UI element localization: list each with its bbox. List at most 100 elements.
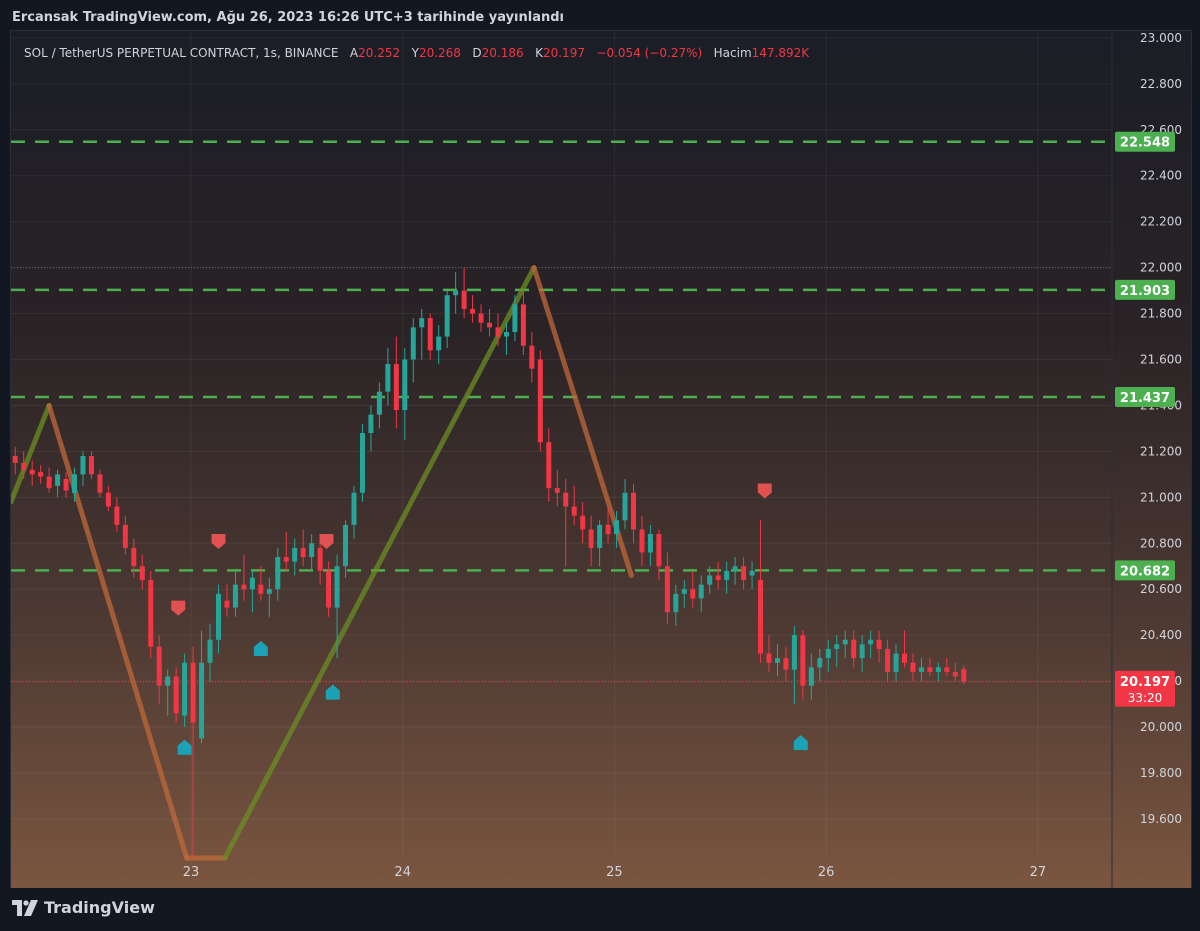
- price-tick-label: 20.800: [1140, 536, 1182, 550]
- candle: [774, 644, 780, 677]
- candle-body: [156, 646, 162, 686]
- candle-body: [461, 290, 467, 309]
- candle: [749, 561, 755, 590]
- candle-body: [639, 529, 645, 553]
- candle-body: [546, 442, 552, 489]
- candle: [72, 467, 78, 502]
- buy-signal-marker: [793, 735, 808, 751]
- candle: [758, 520, 764, 663]
- candle: [800, 630, 806, 700]
- candle-body: [503, 331, 509, 337]
- high-label: Y: [411, 46, 419, 60]
- candle-body: [300, 547, 306, 558]
- candle: [698, 575, 704, 613]
- header-bar: Ercansak TradingView.com, Ağu 26, 2023 1…: [0, 0, 1200, 34]
- candle-body: [647, 534, 653, 553]
- candle: [834, 635, 840, 668]
- candle-body: [554, 488, 560, 493]
- candle-body: [961, 669, 967, 682]
- candle-body: [478, 313, 484, 323]
- sell-signal-marker: [171, 600, 186, 616]
- candle-body: [927, 667, 933, 672]
- candle-body: [529, 345, 535, 369]
- brand-name: TradingView: [44, 898, 155, 917]
- candle: [249, 570, 255, 613]
- candle-body: [681, 589, 687, 594]
- candle: [97, 469, 103, 498]
- candle-body: [673, 593, 679, 613]
- candle: [478, 304, 484, 332]
- candle: [461, 267, 467, 319]
- candle-body: [359, 433, 365, 493]
- candle: [199, 630, 205, 744]
- price-tick-label: 21.800: [1140, 307, 1182, 321]
- candle-body: [808, 667, 814, 686]
- candle-body: [571, 506, 577, 516]
- candle: [385, 348, 391, 406]
- price-tick-label: 21.600: [1140, 353, 1182, 367]
- candle: [842, 630, 848, 659]
- candle-body: [690, 589, 696, 599]
- candle-body: [385, 364, 391, 392]
- candle: [825, 639, 831, 672]
- candle: [173, 667, 179, 723]
- candle: [664, 552, 670, 624]
- price-tick-label: 20.000: [1140, 720, 1182, 734]
- price-tick-label: 20.400: [1140, 628, 1182, 642]
- candle: [495, 313, 501, 346]
- candle-body: [495, 327, 501, 337]
- tradingview-logo[interactable]: TradingView: [12, 898, 155, 917]
- candle-body: [114, 506, 120, 525]
- candle: [715, 561, 721, 590]
- candle-body: [275, 557, 281, 590]
- candle: [190, 646, 196, 858]
- candle: [639, 515, 645, 567]
- candle: [275, 547, 281, 601]
- candle-body: [410, 327, 416, 360]
- level-price-label: 22.548: [1120, 136, 1170, 151]
- candle: [876, 630, 882, 663]
- candle-body: [376, 391, 382, 415]
- candle: [376, 382, 382, 429]
- candle: [444, 290, 450, 349]
- time-axis: 23 24 25 26 27: [183, 865, 1046, 880]
- candle: [215, 584, 221, 654]
- candle-body: [876, 639, 882, 649]
- candle-body: [656, 534, 662, 567]
- candle-body: [317, 547, 323, 571]
- candle: [334, 554, 340, 659]
- price-tick-label: 21.200: [1140, 444, 1182, 458]
- candle-body: [173, 676, 179, 714]
- close-value: 20.197: [542, 46, 585, 60]
- candle-body: [868, 639, 874, 645]
- candle: [554, 469, 560, 507]
- candle-body: [630, 492, 636, 530]
- candle: [647, 524, 653, 567]
- candle: [131, 538, 137, 578]
- level-price-label: 21.437: [1120, 391, 1170, 406]
- candle-body: [842, 639, 848, 645]
- candle: [453, 272, 459, 314]
- candle: [258, 566, 264, 601]
- price-chart[interactable]: 19.60019.80020.00020.20020.40020.60020.8…: [11, 31, 1191, 888]
- candle-body: [122, 524, 128, 548]
- candle-body: [55, 474, 61, 486]
- candle-body: [732, 566, 738, 571]
- candle: [918, 658, 924, 682]
- candle-body: [182, 662, 188, 716]
- candle-body: [224, 600, 230, 608]
- candle: [326, 561, 332, 617]
- candle-body: [38, 472, 44, 477]
- candle-body: [724, 570, 730, 581]
- candle: [588, 515, 594, 567]
- signal-markers: [171, 483, 808, 755]
- candle: [470, 295, 476, 323]
- published-caption: Ercansak TradingView.com, Ağu 26, 2023 1…: [12, 10, 565, 25]
- chart-frame[interactable]: 19.60019.80020.00020.20020.40020.60020.8…: [10, 30, 1192, 889]
- candle-body: [393, 364, 399, 411]
- candle-body: [470, 308, 476, 314]
- candle-body: [292, 547, 298, 562]
- candle-body: [453, 290, 459, 296]
- footer-bar: [0, 888, 1200, 931]
- sell-signal-marker: [757, 483, 772, 499]
